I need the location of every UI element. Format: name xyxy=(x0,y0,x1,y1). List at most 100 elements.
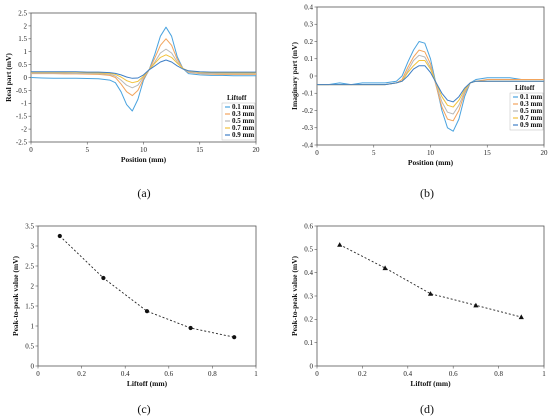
y-tick-label: 0.2 xyxy=(304,38,313,46)
y-tick-label: 0.5 xyxy=(304,246,313,254)
y-tick-label: 2.5 xyxy=(25,262,34,270)
x-tick-label: 0.2 xyxy=(358,370,367,378)
series-line-5 xyxy=(317,65,544,103)
x-tick-label: 0.4 xyxy=(403,370,412,378)
y-tick-label: 2 xyxy=(24,22,28,30)
chart-2: 0 5 10 15 20 -0.4 -0.3 -0.2 -0.1 0 0.1 0.2 0.3 0.4 Pos… xyxy=(290,3,548,167)
x-tick-label: 20 xyxy=(541,149,549,157)
chart-3: 0 0.2 0.4 0.6 0.8 1 0 0.5 1 1.5 2 2.5 3 3.5 Liftoff (m… xyxy=(11,222,258,388)
y-tick-label: -2.5 xyxy=(16,138,28,146)
y-tick-label: 3.5 xyxy=(25,222,34,230)
x-axis-label: Position (mm) xyxy=(408,158,454,167)
y-axis-label: Imaginary part (mV) xyxy=(290,42,299,110)
legend-entry: 0.3 mm xyxy=(232,110,254,118)
y-tick-label: 3 xyxy=(31,242,35,250)
data-point-2 xyxy=(101,275,106,281)
plot-frame xyxy=(316,225,545,367)
x-tick-label: 0.8 xyxy=(208,370,217,378)
series-line-5 xyxy=(31,59,256,79)
data-point-3 xyxy=(427,291,434,296)
y-tick-label: -2 xyxy=(21,126,27,134)
data-point-3 xyxy=(144,309,150,314)
y-tick-label: 0.4 xyxy=(304,269,313,277)
dashed-trend-line xyxy=(59,235,235,338)
x-tick-label: 5 xyxy=(372,149,376,157)
data-point-5 xyxy=(232,335,237,340)
x-tick-label: 1 xyxy=(254,370,258,378)
plot-frame xyxy=(37,225,257,367)
series-line-1 xyxy=(317,41,544,132)
data-point-4 xyxy=(188,325,193,331)
y-tick-label: 0 xyxy=(24,74,28,82)
x-tick-label: 15 xyxy=(196,146,204,154)
legend-entry: 0.5 mm xyxy=(520,107,542,115)
panel-label-a: (a) xyxy=(137,186,150,200)
y-tick-label: 1.5 xyxy=(18,35,27,43)
data-point-1 xyxy=(57,233,62,239)
y-tick-label: 0.1 xyxy=(304,55,313,63)
dashed-trend-line xyxy=(339,244,522,318)
x-tick-label: 20 xyxy=(253,146,261,154)
y-tick-label: 2 xyxy=(31,282,35,290)
legend-entry: 0.9 mm xyxy=(520,121,542,129)
y-tick-label: 1.5 xyxy=(25,302,34,310)
y-tick-label: -0.5 xyxy=(16,87,28,95)
y-tick-label: 0 xyxy=(31,362,35,370)
panel-label-d: (d) xyxy=(420,402,434,416)
y-tick-label: 1 xyxy=(24,48,28,56)
x-tick-label: 0 xyxy=(36,370,40,378)
legend-entry: 0.9 mm xyxy=(232,131,254,139)
y-axis-label: Peak-to-peak value (mV) xyxy=(11,256,20,336)
y-tick-label: -0.1 xyxy=(302,90,314,98)
legend-entry: 0.1 mm xyxy=(232,103,254,111)
x-axis-label: Liftoff (mm) xyxy=(127,379,168,388)
y-tick-label: 0.6 xyxy=(304,222,313,230)
legend-entry: 0.1 mm xyxy=(520,93,542,101)
x-tick-label: 1 xyxy=(542,370,546,378)
legend-entry: 0.7 mm xyxy=(520,114,542,122)
data-point-1 xyxy=(337,242,343,247)
y-tick-label: 0.2 xyxy=(304,316,313,324)
y-tick-label: -1 xyxy=(21,100,27,108)
x-tick-label: 0 xyxy=(315,370,319,378)
y-axis-label: Real part (mV) xyxy=(4,53,13,102)
data-point-4 xyxy=(473,302,479,308)
y-tick-label: 0.1 xyxy=(304,339,313,347)
y-tick-label: -0.3 xyxy=(302,124,314,132)
y-tick-label: -0.2 xyxy=(302,107,314,115)
panel-label-b: (b) xyxy=(420,186,434,200)
x-tick-label: 0.8 xyxy=(494,370,503,378)
x-tick-label: 10 xyxy=(140,146,148,154)
legend-entry: 0.3 mm xyxy=(520,100,542,108)
x-tick-label: 0.6 xyxy=(449,370,458,378)
x-tick-label: 5 xyxy=(86,146,90,154)
y-tick-label: 0 xyxy=(310,72,314,80)
y-tick-label: 0.4 xyxy=(304,3,313,11)
x-tick-label: 0.6 xyxy=(164,370,173,378)
y-axis-label: Peak-to-peak value (mV) xyxy=(290,256,299,336)
y-tick-label: 1 xyxy=(31,322,35,330)
x-tick-label: 0 xyxy=(315,149,319,157)
x-tick-label: 0.4 xyxy=(121,370,130,378)
y-tick-label: -0.4 xyxy=(302,141,314,149)
series-line-3 xyxy=(31,48,256,89)
series-line-1 xyxy=(30,26,256,112)
x-tick-label: 0.2 xyxy=(77,370,86,378)
panel-label-c: (c) xyxy=(137,402,150,416)
chart-1: 0 5 10 15 20 -2.5 -2 -1.5 -1 -0.5 0 0.5 1 1.5 2 2.5 Posi… xyxy=(4,9,260,164)
y-tick-label: 0 xyxy=(310,362,314,370)
x-axis-label: Position (mm) xyxy=(121,155,167,164)
chart-4: 0 0.2 0.4 0.6 0.8 100.10.20.30.40.50.6Liftoff… xyxy=(290,222,546,388)
x-tick-label: 15 xyxy=(484,149,492,157)
data-point-2 xyxy=(382,265,388,271)
y-tick-label: 2.5 xyxy=(18,9,27,17)
data-point-5 xyxy=(518,314,524,320)
y-tick-label: 0.3 xyxy=(304,292,313,300)
legend-entry: 0.5 mm xyxy=(232,117,254,125)
legend-title: Liftoff xyxy=(227,94,247,102)
y-tick-label: -1.5 xyxy=(16,113,28,121)
legend-entry: 0.7 mm xyxy=(232,124,254,132)
y-tick-label: 0.5 xyxy=(25,342,34,350)
y-tick-label: 0.5 xyxy=(18,61,27,69)
